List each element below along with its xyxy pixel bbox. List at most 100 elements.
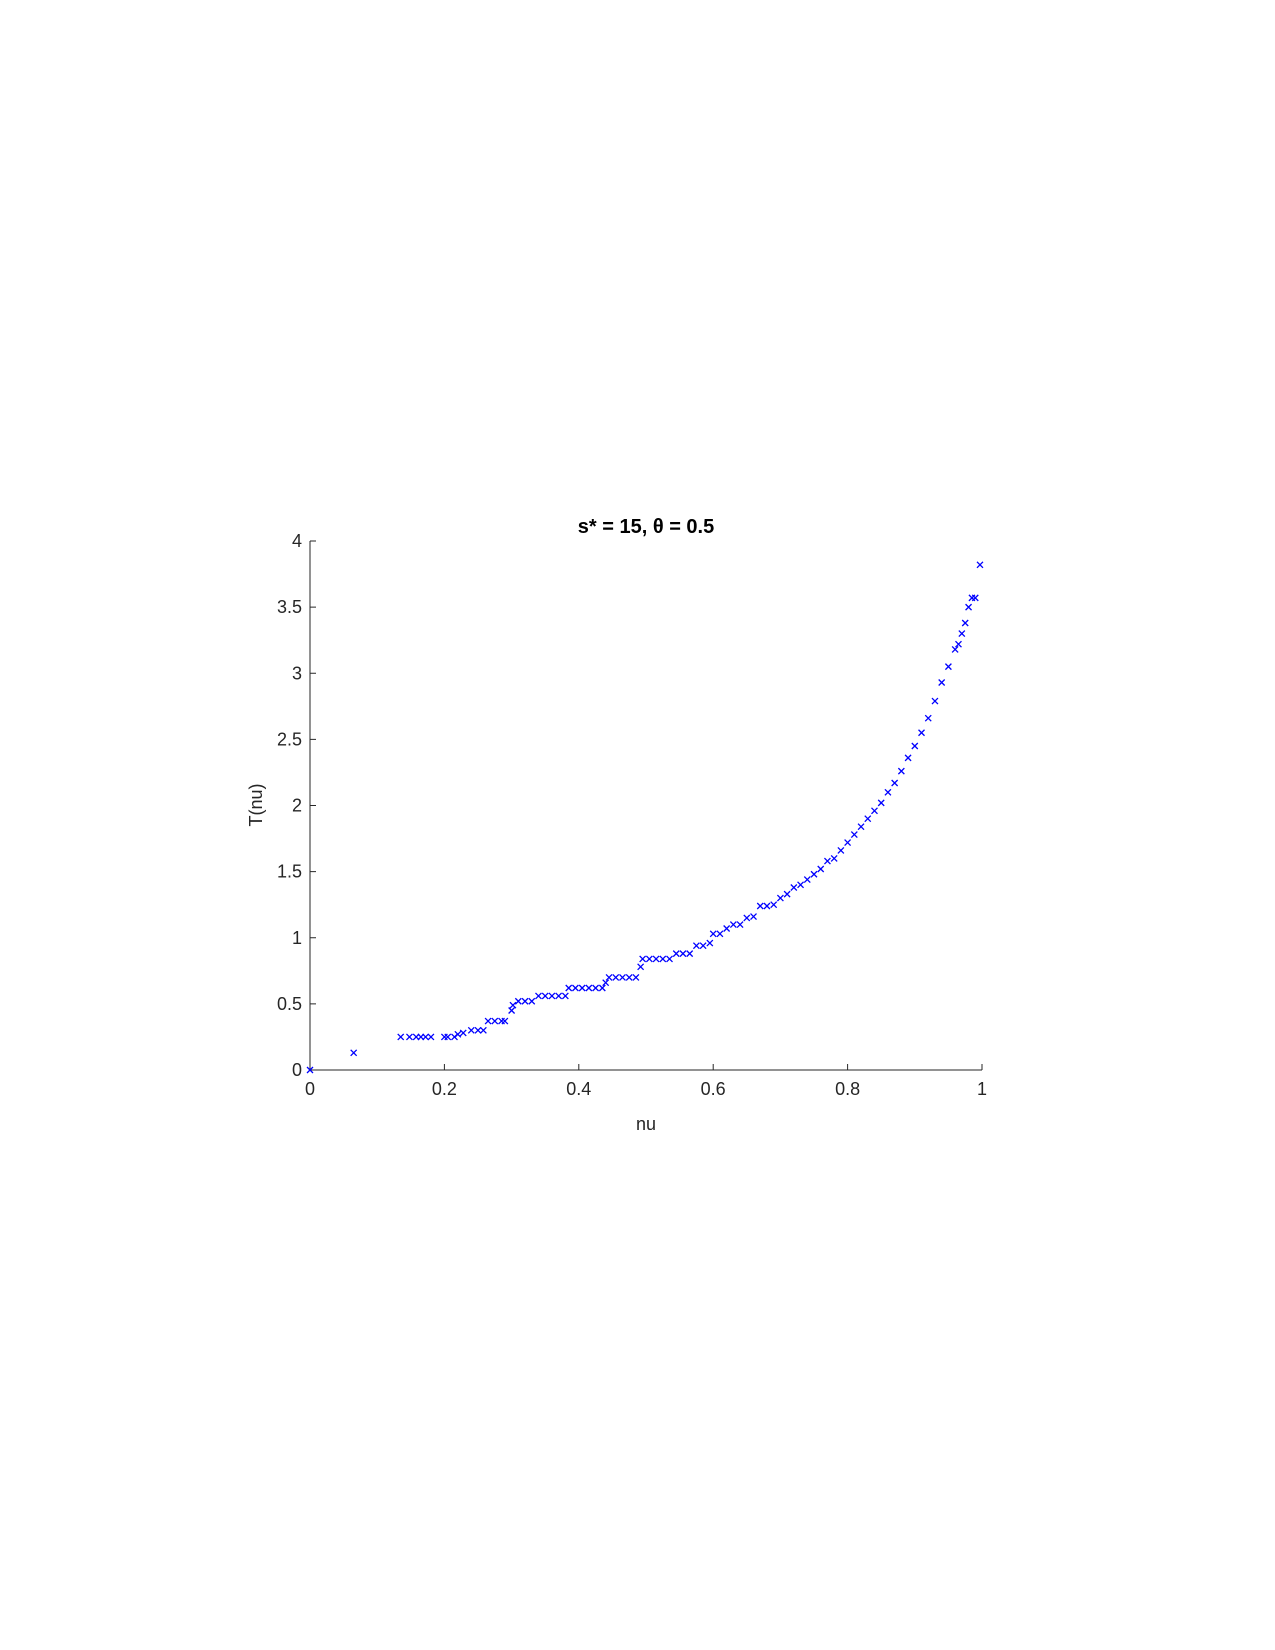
point bbox=[350, 1049, 358, 1057]
point bbox=[514, 997, 522, 1005]
point bbox=[535, 992, 542, 1000]
point bbox=[639, 955, 647, 963]
y-tick-label: 2.5 bbox=[277, 729, 302, 749]
point bbox=[783, 890, 791, 898]
point bbox=[686, 950, 694, 958]
point bbox=[961, 619, 969, 627]
point bbox=[692, 942, 700, 950]
point bbox=[803, 876, 811, 884]
point bbox=[924, 714, 932, 722]
point bbox=[965, 603, 973, 611]
point bbox=[944, 663, 952, 671]
y-tick-label: 3.5 bbox=[277, 597, 302, 617]
point bbox=[716, 930, 724, 938]
point bbox=[555, 992, 563, 1000]
point bbox=[637, 963, 645, 971]
point bbox=[548, 992, 556, 1000]
point bbox=[592, 984, 600, 992]
point bbox=[565, 984, 573, 992]
point bbox=[405, 1033, 413, 1041]
point bbox=[602, 979, 610, 987]
point bbox=[931, 697, 939, 705]
point bbox=[891, 779, 899, 787]
point bbox=[904, 754, 912, 762]
x-axis-label: nu bbox=[636, 1114, 656, 1134]
x-tick-label: 0.6 bbox=[701, 1079, 726, 1099]
point bbox=[976, 561, 984, 569]
point bbox=[837, 847, 845, 854]
point bbox=[830, 854, 838, 862]
point bbox=[971, 594, 979, 602]
point bbox=[723, 925, 731, 932]
point bbox=[750, 913, 757, 921]
x-tick-label: 0.8 bbox=[835, 1079, 860, 1099]
point bbox=[790, 884, 798, 891]
point bbox=[884, 788, 892, 796]
point bbox=[756, 902, 764, 910]
point bbox=[770, 901, 778, 909]
point bbox=[706, 939, 714, 947]
point bbox=[911, 742, 919, 750]
point bbox=[422, 1033, 430, 1041]
point bbox=[823, 857, 831, 865]
point bbox=[306, 1066, 314, 1074]
point bbox=[484, 1017, 492, 1025]
y-tick-label: 1.5 bbox=[277, 862, 302, 882]
point bbox=[850, 831, 858, 839]
point bbox=[397, 1033, 405, 1041]
point bbox=[672, 950, 680, 958]
point bbox=[871, 807, 878, 815]
point bbox=[491, 1017, 499, 1025]
y-axis-label: T(nu) bbox=[246, 783, 266, 826]
point bbox=[632, 973, 640, 981]
point bbox=[955, 640, 962, 648]
point bbox=[652, 955, 660, 963]
point bbox=[817, 865, 825, 873]
chart-title: s* = 15, θ = 0.5 bbox=[578, 516, 714, 538]
point bbox=[736, 921, 744, 928]
point bbox=[571, 984, 579, 992]
y-tick-label: 3 bbox=[292, 663, 302, 683]
y-tick-label: 4 bbox=[292, 531, 302, 551]
point bbox=[508, 1007, 516, 1014]
point bbox=[598, 984, 606, 992]
y-tick-label: 0.5 bbox=[277, 994, 302, 1014]
x-tick-label: 0.2 bbox=[432, 1079, 457, 1099]
point bbox=[951, 645, 959, 653]
point bbox=[938, 679, 946, 686]
point bbox=[605, 973, 613, 981]
point bbox=[659, 955, 667, 963]
point bbox=[509, 1001, 517, 1009]
point bbox=[585, 984, 593, 992]
point bbox=[918, 729, 925, 737]
x-tick-label: 0.4 bbox=[566, 1079, 591, 1099]
point bbox=[877, 799, 885, 807]
point bbox=[797, 881, 805, 889]
point bbox=[729, 921, 737, 928]
point bbox=[958, 630, 966, 638]
point bbox=[625, 973, 633, 981]
point bbox=[857, 823, 865, 831]
point bbox=[541, 992, 549, 1000]
point bbox=[679, 950, 687, 958]
point bbox=[897, 767, 905, 775]
point bbox=[578, 984, 586, 992]
point bbox=[612, 973, 620, 981]
point bbox=[810, 870, 818, 878]
point bbox=[459, 1029, 467, 1037]
point bbox=[776, 894, 784, 902]
point bbox=[619, 973, 626, 981]
point bbox=[699, 942, 707, 950]
point bbox=[528, 997, 536, 1005]
point bbox=[467, 1026, 475, 1034]
point bbox=[501, 1017, 509, 1025]
point bbox=[444, 1033, 452, 1041]
point bbox=[844, 839, 852, 846]
x-tick-label: 1 bbox=[977, 1079, 987, 1099]
point bbox=[864, 815, 872, 823]
point bbox=[666, 955, 673, 963]
point bbox=[743, 914, 751, 922]
y-tick-label: 1 bbox=[292, 928, 302, 948]
y-tick-label: 0 bbox=[292, 1060, 302, 1080]
